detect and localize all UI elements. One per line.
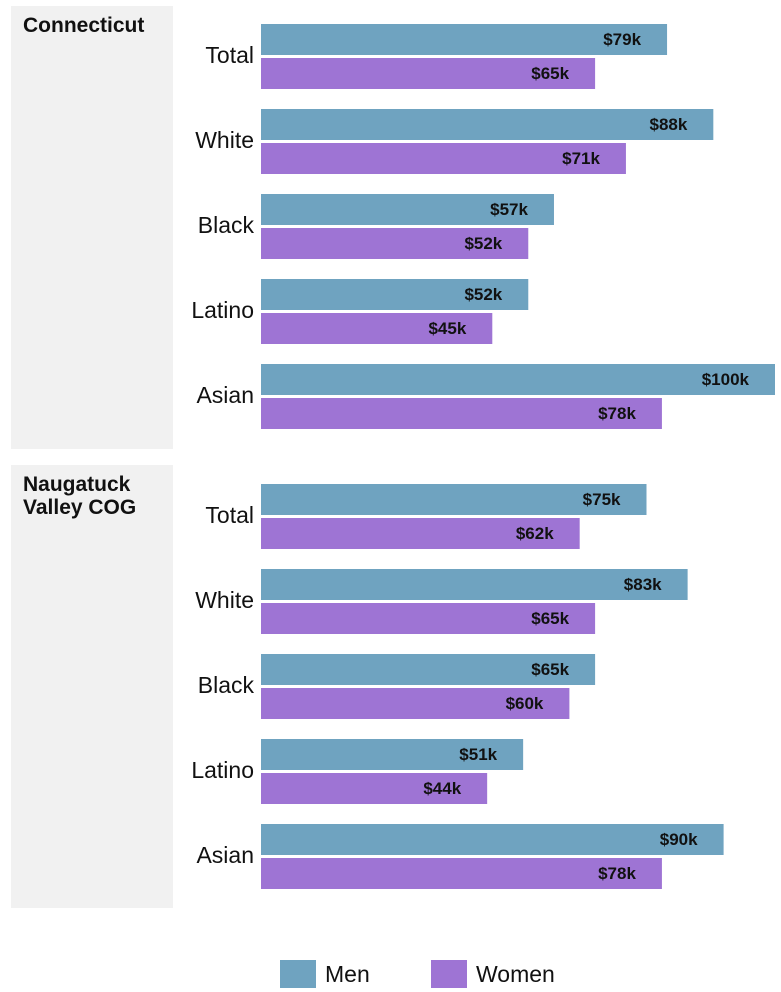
legend: Men Women xyxy=(0,958,781,992)
category-label-connecticut-asian: Asian xyxy=(196,382,254,408)
bar-plot: Total $79k $65k White $88k $71k Black $57k $52k L… xyxy=(191,24,775,889)
value-label-naugatuck-valley-cog-latino-women: $44k xyxy=(423,779,461,798)
value-label-connecticut-white-men: $88k xyxy=(649,115,687,134)
value-label-naugatuck-valley-cog-asian-women: $78k xyxy=(598,864,636,883)
bar-connecticut-white-men xyxy=(261,109,714,140)
value-label-naugatuck-valley-cog-total-men: $75k xyxy=(583,490,621,509)
bar-naugatuck-valley-cog-white-men xyxy=(261,569,688,600)
legend-swatch-women xyxy=(431,960,467,988)
value-label-naugatuck-valley-cog-black-women: $60k xyxy=(506,694,544,713)
bar-naugatuck-valley-cog-white-women xyxy=(261,603,596,634)
bar-naugatuck-valley-cog-black-women xyxy=(261,688,570,719)
bar-naugatuck-valley-cog-latino-men xyxy=(261,739,524,770)
category-label-naugatuck-valley-cog-black: Black xyxy=(198,672,255,698)
category-label-connecticut-total: Total xyxy=(205,42,254,68)
value-label-connecticut-total-women: $65k xyxy=(531,64,569,83)
value-label-connecticut-asian-women: $78k xyxy=(598,404,636,423)
legend-label-men: Men xyxy=(325,961,370,987)
value-label-naugatuck-valley-cog-asian-men: $90k xyxy=(660,830,698,849)
panel-strip-naugatuck-valley-cog xyxy=(11,465,173,908)
value-label-connecticut-latino-women: $45k xyxy=(428,319,466,338)
category-label-naugatuck-valley-cog-total: Total xyxy=(205,502,254,528)
bar-connecticut-black-men xyxy=(261,194,554,225)
bar-connecticut-asian-men xyxy=(261,364,775,395)
category-label-connecticut-white: White xyxy=(195,127,254,153)
panel-title-naugatuck-valley-cog: Naugatuck Valley COG xyxy=(23,473,137,519)
value-label-connecticut-total-men: $79k xyxy=(603,30,641,49)
category-label-connecticut-black: Black xyxy=(198,212,255,238)
bar-connecticut-white-women xyxy=(261,143,626,174)
bar-naugatuck-valley-cog-asian-women xyxy=(261,858,662,889)
bar-connecticut-total-men xyxy=(261,24,668,55)
bar-connecticut-latino-men xyxy=(261,279,529,310)
panel-strip-connecticut xyxy=(11,6,173,449)
bar-naugatuck-valley-cog-black-men xyxy=(261,654,596,685)
value-label-connecticut-white-women: $71k xyxy=(562,149,600,168)
bar-connecticut-black-women xyxy=(261,228,529,259)
value-label-naugatuck-valley-cog-white-women: $65k xyxy=(531,609,569,628)
value-label-connecticut-black-women: $52k xyxy=(464,234,502,253)
bar-connecticut-latino-women xyxy=(261,313,493,344)
bar-connecticut-total-women xyxy=(261,58,596,89)
category-label-connecticut-latino: Latino xyxy=(191,297,254,323)
value-label-naugatuck-valley-cog-latino-men: $51k xyxy=(459,745,497,764)
bar-naugatuck-valley-cog-latino-women xyxy=(261,773,488,804)
value-label-naugatuck-valley-cog-total-women: $62k xyxy=(516,524,554,543)
category-label-naugatuck-valley-cog-asian: Asian xyxy=(196,842,254,868)
value-label-naugatuck-valley-cog-white-men: $83k xyxy=(624,575,662,594)
category-label-naugatuck-valley-cog-white: White xyxy=(195,587,254,613)
category-label-naugatuck-valley-cog-latino: Latino xyxy=(191,757,254,783)
panel-title-connecticut: Connecticut xyxy=(23,14,145,37)
value-label-connecticut-latino-men: $52k xyxy=(464,285,502,304)
legend-swatch-men xyxy=(280,960,316,988)
bar-naugatuck-valley-cog-total-men xyxy=(261,484,647,515)
bar-naugatuck-valley-cog-total-women xyxy=(261,518,580,549)
value-label-naugatuck-valley-cog-black-men: $65k xyxy=(531,660,569,679)
bar-connecticut-asian-women xyxy=(261,398,662,429)
value-label-connecticut-asian-men: $100k xyxy=(702,370,750,389)
legend-label-women: Women xyxy=(476,961,555,987)
bar-naugatuck-valley-cog-asian-men xyxy=(261,824,724,855)
value-label-connecticut-black-men: $57k xyxy=(490,200,528,219)
